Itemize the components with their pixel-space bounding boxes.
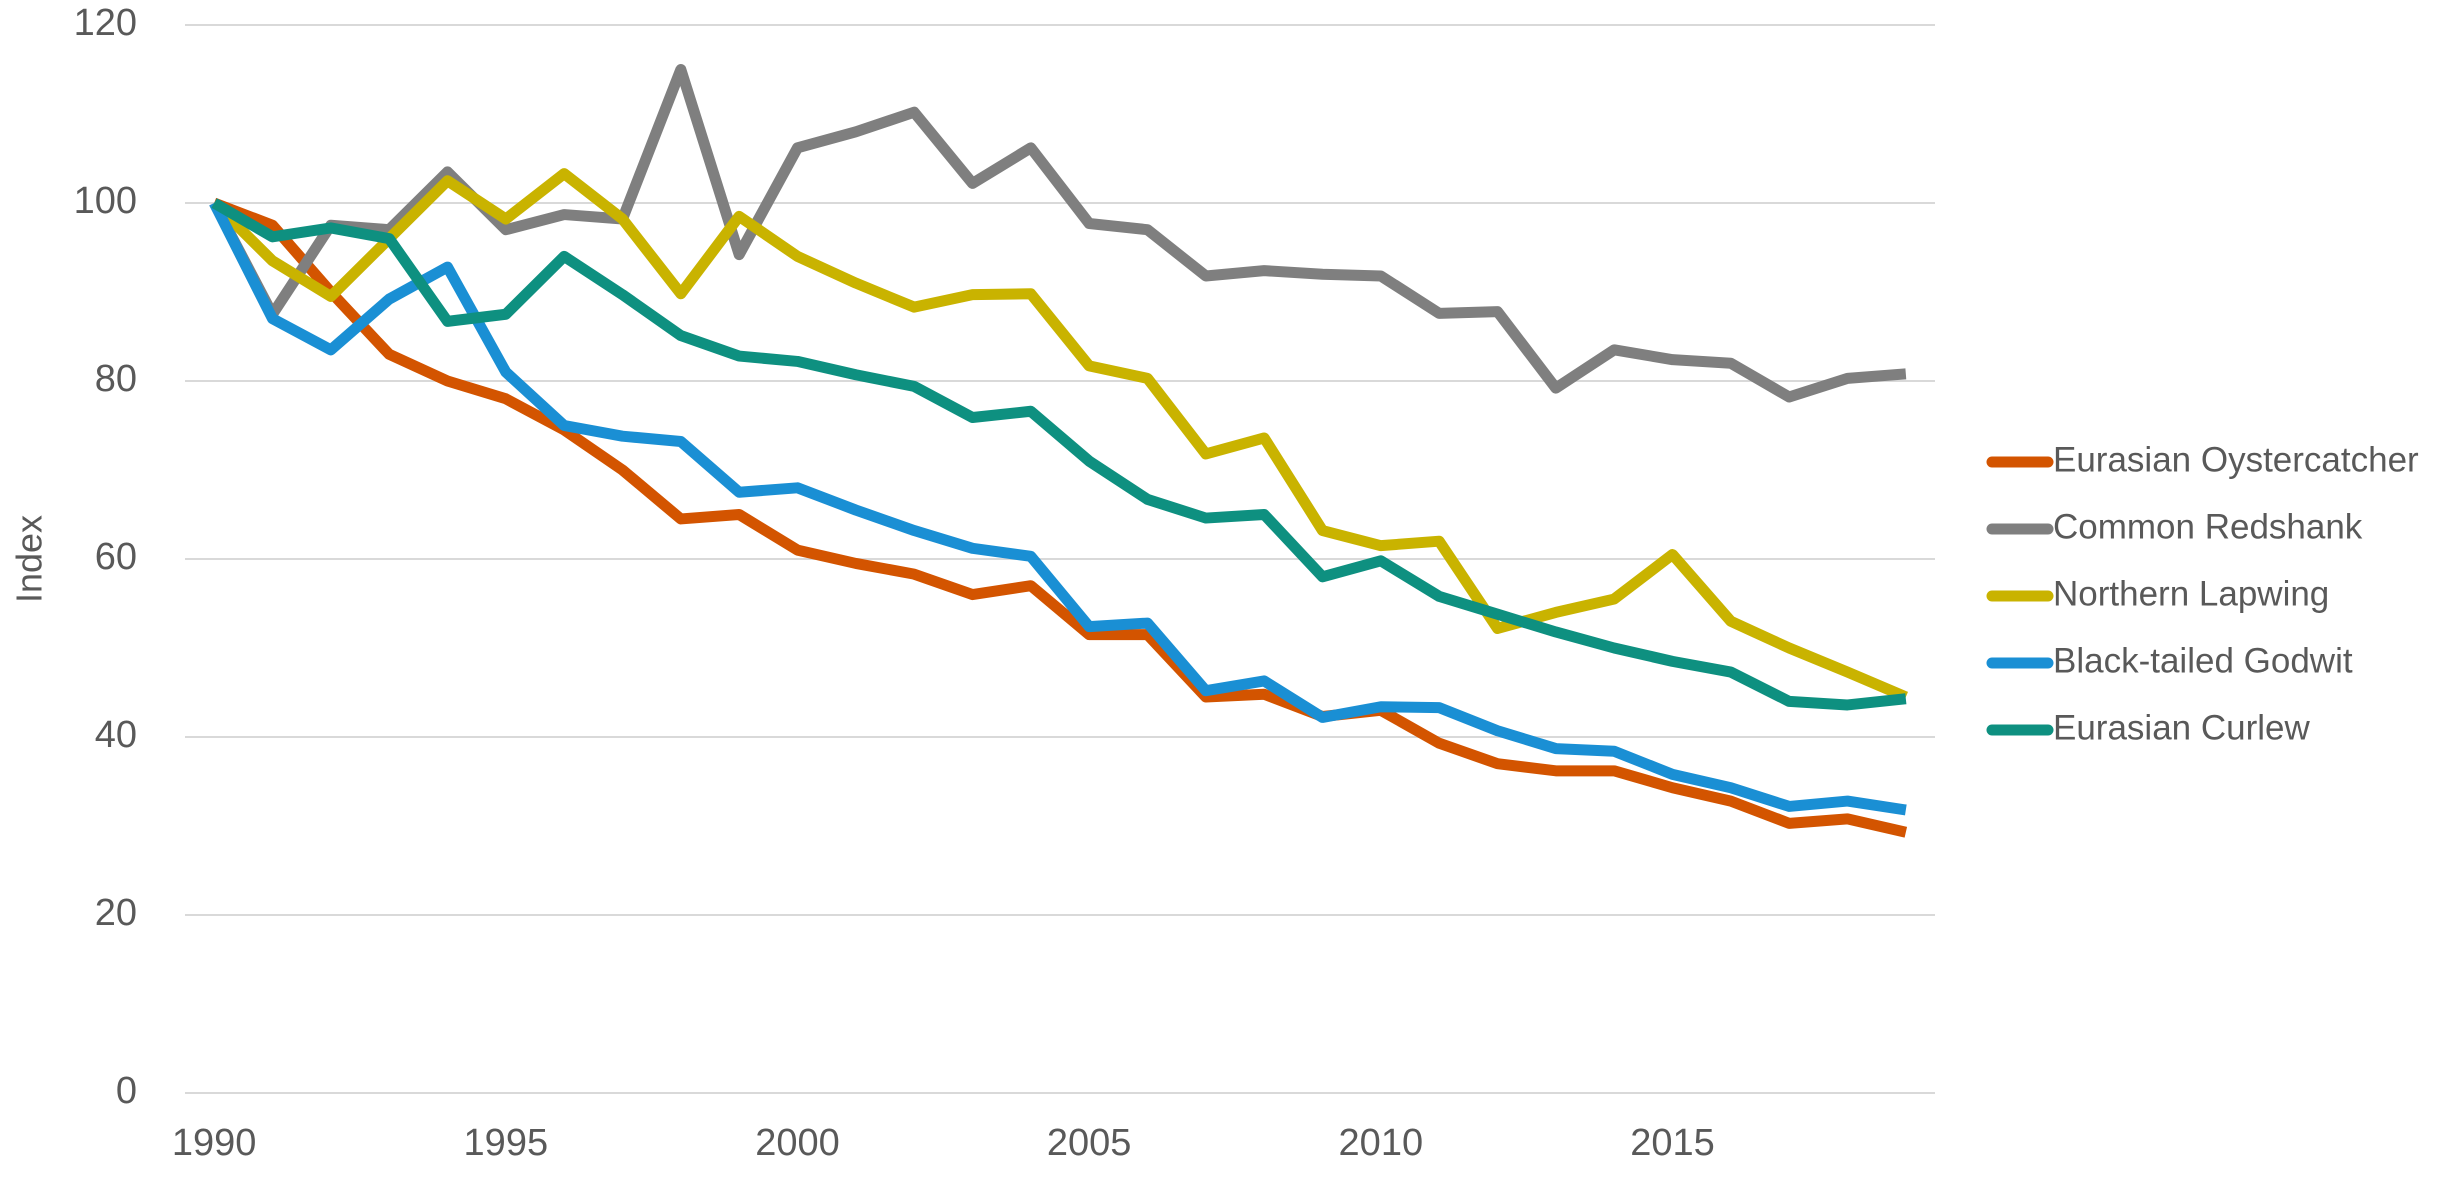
series-line [214,203,1906,810]
x-tick-label: 2000 [755,1122,840,1164]
legend-label: Common Redshank [2053,507,2363,546]
legend-label: Northern Lapwing [2053,574,2329,613]
y-tick-label: 80 [95,358,137,400]
y-tick-label: 60 [95,536,137,578]
series-line [214,70,1906,398]
y-tick-label: 20 [95,892,137,934]
legend-label: Black-tailed Godwit [2053,641,2353,680]
chart: Index 0 20 40 60 80 100 120 1990 1995 2000 2005 201… [0,0,2463,1192]
y-tick-label: 120 [74,2,137,44]
y-tick-label: 100 [74,180,137,222]
x-tick-label: 2010 [1339,1122,1424,1164]
y-axis-title: Index [9,515,50,603]
y-tick-label: 0 [116,1070,137,1112]
x-tick-label: 2015 [1630,1122,1715,1164]
legend-label: Eurasian Curlew [2053,708,2310,747]
x-tick-label: 1990 [172,1122,257,1164]
series-line [214,203,1906,705]
x-tick-label: 1995 [464,1122,549,1164]
legend-label: Eurasian Oystercatcher [2053,440,2419,479]
y-tick-label: 40 [95,714,137,756]
x-tick-label: 2005 [1047,1122,1132,1164]
